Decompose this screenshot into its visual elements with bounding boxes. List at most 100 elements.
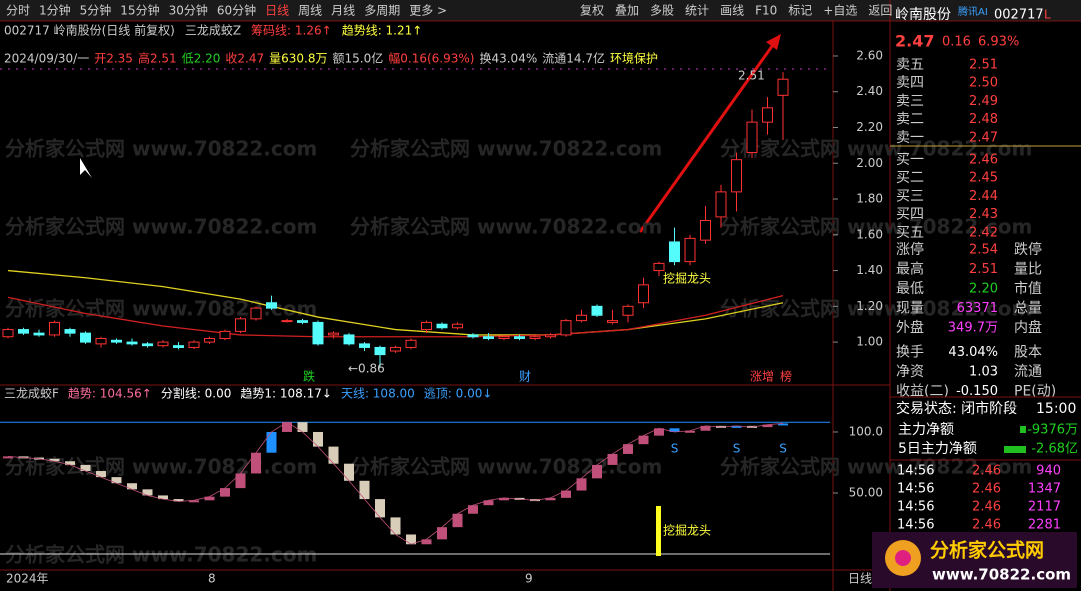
header-item: 筹码线: 1.26↑ bbox=[251, 24, 332, 38]
logo-icon bbox=[895, 550, 911, 566]
candle-body bbox=[514, 336, 525, 340]
quote-item: 环境保护 bbox=[610, 51, 658, 66]
indicator-chart: 三龙成蛟F 趋势: 104.56↑ 分割线: 0.00 趋势1: 108.17↓ 天线:… bbox=[0, 386, 883, 556]
candle-body bbox=[467, 334, 479, 338]
logo-url: www.70822.com bbox=[932, 566, 1071, 584]
indicator-bar bbox=[344, 463, 354, 481]
indicator-bar bbox=[266, 431, 277, 453]
period-tab[interactable]: 月线 bbox=[331, 4, 355, 18]
stat-value: 2.20 bbox=[969, 282, 998, 297]
indicator-bar bbox=[189, 500, 199, 503]
tool-button[interactable]: +自选 bbox=[823, 4, 857, 18]
indicator-bar bbox=[576, 478, 587, 491]
indicator-bar bbox=[235, 473, 246, 489]
watermark: 分析家公式网 www.70822.com bbox=[720, 215, 1032, 239]
watermark: 分析家公式网 www.70822.com bbox=[5, 137, 317, 161]
candle-body bbox=[297, 320, 308, 323]
tool-button[interactable]: 画线 bbox=[720, 4, 744, 18]
indicator-bar bbox=[762, 424, 773, 428]
x-label: 2024年 bbox=[6, 572, 49, 586]
watermark: 分析家公式网 www.70822.com bbox=[350, 137, 662, 161]
indicator-bar bbox=[685, 430, 695, 433]
quote-item: 低2.20 bbox=[182, 52, 221, 66]
tool-button[interactable]: 多股 bbox=[650, 4, 674, 18]
panel-text: 002717 bbox=[994, 8, 1044, 23]
y-tick-label: 1.80 bbox=[856, 192, 883, 206]
indicator-bar bbox=[220, 488, 230, 497]
period-tab[interactable]: 日线 bbox=[265, 4, 289, 18]
book-label: 卖一 bbox=[896, 130, 924, 146]
stat-value: 2.54 bbox=[969, 243, 998, 258]
trend-arrow bbox=[638, 41, 777, 233]
indicator-bar bbox=[654, 428, 664, 436]
indicator-bar bbox=[297, 422, 308, 432]
panel-text: -9376万 bbox=[1027, 423, 1078, 438]
indicator-bar bbox=[313, 431, 323, 447]
indicator-bar bbox=[545, 497, 556, 501]
book-label: 买二 bbox=[896, 170, 924, 186]
quote-item: 流通14.7亿 bbox=[542, 51, 605, 66]
period-tab[interactable]: 分时 bbox=[6, 4, 30, 18]
indicator-bar bbox=[638, 435, 649, 445]
stat-label: 净资 bbox=[896, 364, 924, 380]
toolbar-bg bbox=[0, 0, 1081, 21]
period-tab[interactable]: 15分钟 bbox=[120, 3, 159, 18]
tool-button[interactable]: F10 bbox=[755, 4, 777, 18]
panel-text: -2.68亿 bbox=[1031, 442, 1078, 457]
indicator-bar bbox=[111, 477, 122, 484]
y-tick-label: 100.0 bbox=[849, 424, 883, 438]
period-tab[interactable]: 1分钟 bbox=[39, 3, 71, 18]
stat-label: 收益(二) bbox=[896, 384, 949, 400]
candle-body bbox=[95, 338, 107, 345]
tool-button[interactable]: 返回 bbox=[868, 4, 892, 18]
period-tab[interactable]: 30分钟 bbox=[169, 3, 208, 18]
indicator-bar bbox=[592, 464, 602, 479]
indicator-bar bbox=[437, 527, 447, 540]
legend-item: 三龙成蛟F bbox=[4, 386, 59, 401]
book-price: 2.47 bbox=[969, 130, 998, 145]
panel-text: 15:00 bbox=[1036, 401, 1076, 417]
period-tab[interactable]: 5分钟 bbox=[80, 3, 112, 18]
tool-button[interactable]: 统计 bbox=[685, 4, 709, 18]
candle-body bbox=[343, 334, 355, 345]
arrow-head bbox=[766, 34, 781, 50]
stat-label: 市值 bbox=[1014, 280, 1042, 297]
legend-item: 趋势: 104.56↑ bbox=[68, 387, 152, 401]
watermark: 分析家公式网 www.70822.com bbox=[5, 455, 317, 479]
stat-label: 最高 bbox=[896, 261, 924, 278]
moving-average bbox=[7, 269, 784, 336]
stat-value: -0.150 bbox=[956, 384, 998, 399]
indicator-bar bbox=[731, 425, 742, 428]
candle-body bbox=[64, 329, 76, 334]
book-price: 2.43 bbox=[969, 207, 998, 222]
panel-text: 6.93% bbox=[978, 35, 1019, 50]
tool-button[interactable]: 标记 bbox=[788, 4, 812, 18]
tool-button[interactable]: 叠加 bbox=[615, 4, 639, 18]
y-tick-label: 2.40 bbox=[856, 84, 883, 98]
stat-value: 1.03 bbox=[969, 365, 998, 380]
header-item: 三龙成蛟Z bbox=[185, 23, 241, 38]
candle-body bbox=[684, 237, 696, 263]
y-tick-label: 1.00 bbox=[856, 335, 883, 349]
side-panel: 岭南股份 腾讯AI 002717 L 2.47 0.16 6.93% 卖五 2.51 卖四 2.50… bbox=[890, 5, 1081, 533]
candle-body bbox=[653, 262, 665, 272]
period-tab[interactable]: 周线 bbox=[298, 4, 322, 18]
tool-button[interactable]: 复权 bbox=[580, 4, 604, 18]
period-tab[interactable]: 多周期 bbox=[364, 4, 400, 18]
indicator-bar bbox=[778, 423, 788, 426]
candle-body bbox=[591, 305, 603, 316]
period-tab[interactable]: 60分钟 bbox=[217, 3, 256, 18]
indicator-bar bbox=[607, 453, 618, 465]
tick-price: 2.46 bbox=[972, 482, 1001, 497]
period-tab[interactable]: 更多 > bbox=[409, 4, 447, 18]
tick-price: 2.46 bbox=[972, 518, 1001, 533]
indicator-bar bbox=[3, 456, 13, 459]
stat-label: 跌停 bbox=[1014, 241, 1042, 258]
stat-label: 现量 bbox=[896, 301, 924, 317]
book-label: 卖三 bbox=[896, 93, 924, 109]
candle-body bbox=[405, 339, 417, 348]
net-bar bbox=[1020, 426, 1026, 433]
watermark: 分析家公式网 www.70822.com bbox=[5, 297, 317, 321]
indicator-bar bbox=[468, 505, 478, 514]
